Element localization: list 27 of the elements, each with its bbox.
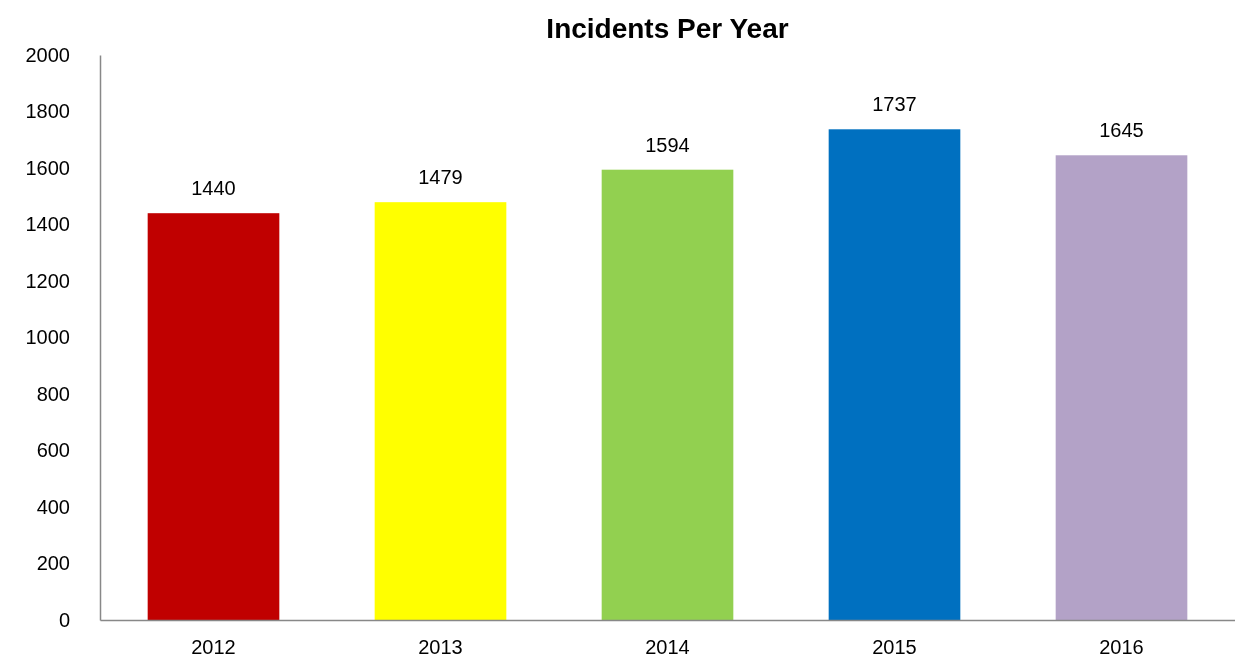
bar: [1055, 155, 1188, 620]
y-tick-label: 1000: [25, 326, 70, 349]
x-tick-label: 2015: [872, 636, 917, 659]
y-tick-label: 0: [58, 608, 70, 631]
x-tick-label: 2016: [1099, 636, 1144, 659]
data-label: 1594: [645, 133, 690, 156]
y-tick-label: 800: [36, 382, 70, 405]
x-tick-label: 2012: [191, 636, 236, 659]
y-tick-label: 1200: [25, 269, 70, 292]
y-tick-label: 200: [36, 552, 70, 575]
y-tick-label: 1400: [25, 213, 70, 236]
bar: [601, 169, 734, 620]
data-label: 1645: [1099, 119, 1144, 142]
x-tick-label: 2014: [645, 636, 690, 659]
y-tick-label: 1600: [25, 156, 70, 179]
chart-title: Incidents Per Year: [546, 13, 789, 44]
y-tick-label: 400: [36, 495, 70, 518]
data-label: 1737: [872, 93, 917, 116]
data-label: 1479: [418, 166, 463, 189]
x-tick-label: 2013: [418, 636, 463, 659]
bar: [828, 129, 961, 620]
bar: [374, 202, 507, 620]
data-label: 1440: [191, 177, 236, 200]
bar: [147, 213, 280, 620]
y-tick-label: 1800: [25, 100, 70, 123]
y-tick-label: 2000: [25, 43, 70, 66]
y-tick-label: 600: [36, 439, 70, 462]
